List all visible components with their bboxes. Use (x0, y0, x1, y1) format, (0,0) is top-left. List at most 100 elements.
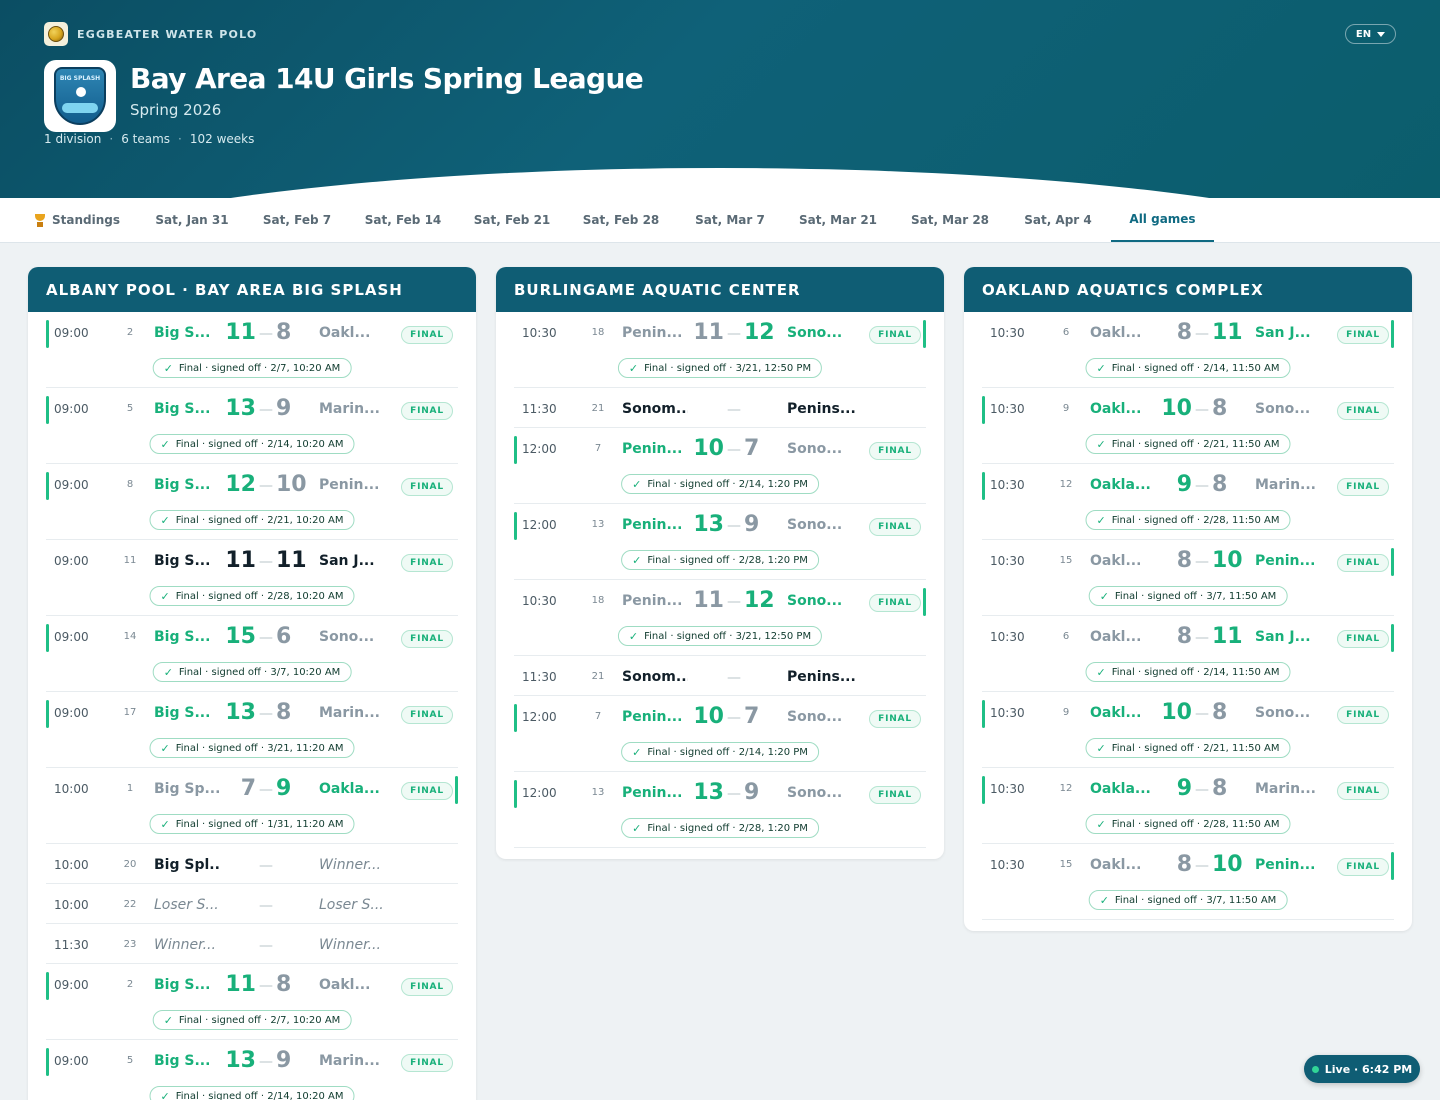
away-team[interactable]: Sono... (787, 441, 843, 457)
home-team[interactable]: Loser S... (154, 897, 219, 913)
tab-feb-14[interactable]: Sat, Feb 14 (354, 198, 452, 242)
away-team[interactable]: Winner... (319, 857, 381, 873)
live-status-badge[interactable]: Live · 6:42 PM (1304, 1055, 1420, 1083)
away-team[interactable]: Marin... (1255, 781, 1317, 797)
away-team[interactable]: Sono... (787, 593, 843, 609)
tab-mar-28[interactable]: Sat, Mar 28 (900, 198, 1000, 242)
game-row[interactable]: 10:30 18 Penin... 11—12 Sono... FINAL ✓ Final ·… (514, 580, 926, 656)
brand[interactable]: EGGBEATER WATER POLO (44, 22, 257, 46)
home-team[interactable]: Oakla... (1090, 781, 1151, 797)
away-team[interactable]: San J... (319, 553, 375, 569)
game-row[interactable]: 12:00 13 Penin... 13—9 Sono... FINAL ✓ Final · … (514, 772, 926, 848)
game-row[interactable]: 10:30 15 Oakl... 8—10 Penin... FINAL ✓ Final · … (982, 540, 1394, 616)
game-row[interactable]: 10:30 9 Oakl... 10—8 Sono... FINAL ✓ Final · si… (982, 388, 1394, 464)
home-team[interactable]: Oakl... (1090, 705, 1142, 721)
game-row[interactable]: 10:00 1 Big Sp... 7—9 Oakla... FINAL ✓ Final · … (46, 768, 458, 844)
away-team[interactable]: Sono... (319, 629, 375, 645)
home-team[interactable]: Big S... (154, 553, 211, 569)
game-row[interactable]: 12:00 7 Penin... 10—7 Sono... FINAL ✓ Final · s… (514, 696, 926, 772)
away-team[interactable]: Penin... (1255, 553, 1316, 569)
game-row[interactable]: 09:00 5 Big S... 13—9 Marin... FINAL ✓ Final · … (46, 1040, 458, 1100)
away-team[interactable]: Penin... (319, 477, 380, 493)
game-row[interactable]: 10:30 12 Oakla... 9—8 Marin... FINAL ✓ Final · … (982, 768, 1394, 844)
home-team[interactable]: Penin... (622, 441, 683, 457)
game-row[interactable]: 12:00 13 Penin... 13—9 Sono... FINAL ✓ Final · … (514, 504, 926, 580)
language-selector[interactable]: EN (1345, 24, 1396, 44)
game-row[interactable]: 10:30 18 Penin... 11—12 Sono... FINAL ✓ Final ·… (514, 312, 926, 388)
game-row[interactable]: 10:30 9 Oakl... 10—8 Sono... FINAL ✓ Final · si… (982, 692, 1394, 768)
away-team[interactable]: San J... (1255, 325, 1311, 341)
away-team[interactable]: Sono... (787, 517, 843, 533)
tab-apr-4[interactable]: Sat, Apr 4 (1012, 198, 1104, 242)
away-team[interactable]: Oakl... (319, 325, 371, 341)
tab-standings[interactable]: Standings (22, 198, 132, 242)
game-row[interactable]: 10:30 6 Oakl... 8—11 San J... FINAL ✓ Final · s… (982, 616, 1394, 692)
game-row[interactable]: 10:30 12 Oakla... 9—8 Marin... FINAL ✓ Final · … (982, 464, 1394, 540)
away-team[interactable]: Penins... (787, 669, 856, 685)
home-team[interactable]: Oakl... (1090, 857, 1142, 873)
game-row[interactable]: 09:00 5 Big S... 13—9 Marin... FINAL ✓ Final · … (46, 388, 458, 464)
home-team[interactable]: Penin... (622, 517, 683, 533)
game-row[interactable]: 10:00 22 Loser S... — Loser S... (46, 884, 458, 924)
home-team[interactable]: Big S... (154, 477, 211, 493)
away-score: 10 (276, 472, 307, 497)
away-team[interactable]: Penins... (787, 401, 856, 417)
game-row[interactable]: 09:00 8 Big S... 12—10 Penin... FINAL ✓ Final ·… (46, 464, 458, 540)
away-team[interactable]: Marin... (319, 705, 381, 721)
away-team[interactable]: Sono... (787, 709, 843, 725)
game-row[interactable]: 11:30 21 Sonom... — Penins... (514, 656, 926, 696)
home-team[interactable]: Penin... (622, 593, 683, 609)
tab-jan-31[interactable]: Sat, Jan 31 (144, 198, 240, 242)
home-team[interactable]: Big S... (154, 325, 211, 341)
home-team[interactable]: Oakl... (1090, 401, 1142, 417)
away-team[interactable]: Winner... (319, 937, 381, 953)
home-team[interactable]: Penin... (622, 709, 683, 725)
away-team[interactable]: Marin... (1255, 477, 1317, 493)
tab-feb-7[interactable]: Sat, Feb 7 (252, 198, 342, 242)
tab-feb-21[interactable]: Sat, Feb 21 (464, 198, 560, 242)
home-team[interactable]: Big S... (154, 401, 211, 417)
home-team[interactable]: Big S... (154, 629, 211, 645)
home-team[interactable]: Big S... (154, 705, 211, 721)
game-row[interactable]: 12:00 7 Penin... 10—7 Sono... FINAL ✓ Final · s… (514, 428, 926, 504)
winner-indicator (46, 972, 49, 1000)
game-row[interactable]: 09:00 14 Big S... 15—6 Sono... FINAL ✓ Final · … (46, 616, 458, 692)
home-team[interactable]: Sonom... (622, 669, 688, 685)
home-team[interactable]: Oakl... (1090, 629, 1142, 645)
away-team[interactable]: Loser S... (319, 897, 384, 913)
away-team[interactable]: San J... (1255, 629, 1311, 645)
home-team[interactable]: Oakl... (1090, 325, 1142, 341)
home-team[interactable]: Big S... (154, 977, 211, 993)
game-row[interactable]: 09:00 11 Big S... 11—11 San J... FINAL ✓ Final … (46, 540, 458, 616)
home-team[interactable]: Oakl... (1090, 553, 1142, 569)
game-row[interactable]: 11:30 21 Sonom... — Penins... (514, 388, 926, 428)
home-team[interactable]: Big Sp... (154, 781, 220, 797)
away-team[interactable]: Sono... (1255, 401, 1311, 417)
home-team[interactable]: Sonom... (622, 401, 688, 417)
tab-all-games[interactable]: All games (1111, 198, 1214, 242)
away-team[interactable]: Sono... (787, 325, 843, 341)
game-row[interactable]: 10:30 6 Oakl... 8—11 San J... FINAL ✓ Final · s… (982, 312, 1394, 388)
away-team[interactable]: Marin... (319, 1053, 381, 1069)
game-row[interactable]: 09:00 2 Big S... 11—8 Oakl... FINAL ✓ Final · s… (46, 964, 458, 1040)
away-team[interactable]: Oakl... (319, 977, 371, 993)
home-team[interactable]: Oakla... (1090, 477, 1151, 493)
away-team[interactable]: Marin... (319, 401, 381, 417)
home-team[interactable]: Winner... (154, 937, 216, 953)
tab-mar-7[interactable]: Sat, Mar 7 (684, 198, 776, 242)
tab-feb-28[interactable]: Sat, Feb 28 (572, 198, 670, 242)
away-team[interactable]: Sono... (787, 785, 843, 801)
game-row[interactable]: 09:00 2 Big S... 11—8 Oakl... FINAL ✓ Final · s… (46, 312, 458, 388)
home-team[interactable]: Penin... (622, 325, 683, 341)
game-row[interactable]: 10:00 20 Big Spl... — Winner... (46, 844, 458, 884)
away-team[interactable]: Oakla... (319, 781, 380, 797)
home-team[interactable]: Penin... (622, 785, 683, 801)
game-row[interactable]: 10:30 15 Oakl... 8—10 Penin... FINAL ✓ Final · … (982, 844, 1394, 920)
game-row[interactable]: 09:00 17 Big S... 13—8 Marin... FINAL ✓ Final ·… (46, 692, 458, 768)
game-row[interactable]: 11:30 23 Winner... — Winner... (46, 924, 458, 964)
away-team[interactable]: Penin... (1255, 857, 1316, 873)
tab-mar-21[interactable]: Sat, Mar 21 (788, 198, 888, 242)
home-team[interactable]: Big Spl... (154, 857, 220, 873)
away-team[interactable]: Sono... (1255, 705, 1311, 721)
home-team[interactable]: Big S... (154, 1053, 211, 1069)
